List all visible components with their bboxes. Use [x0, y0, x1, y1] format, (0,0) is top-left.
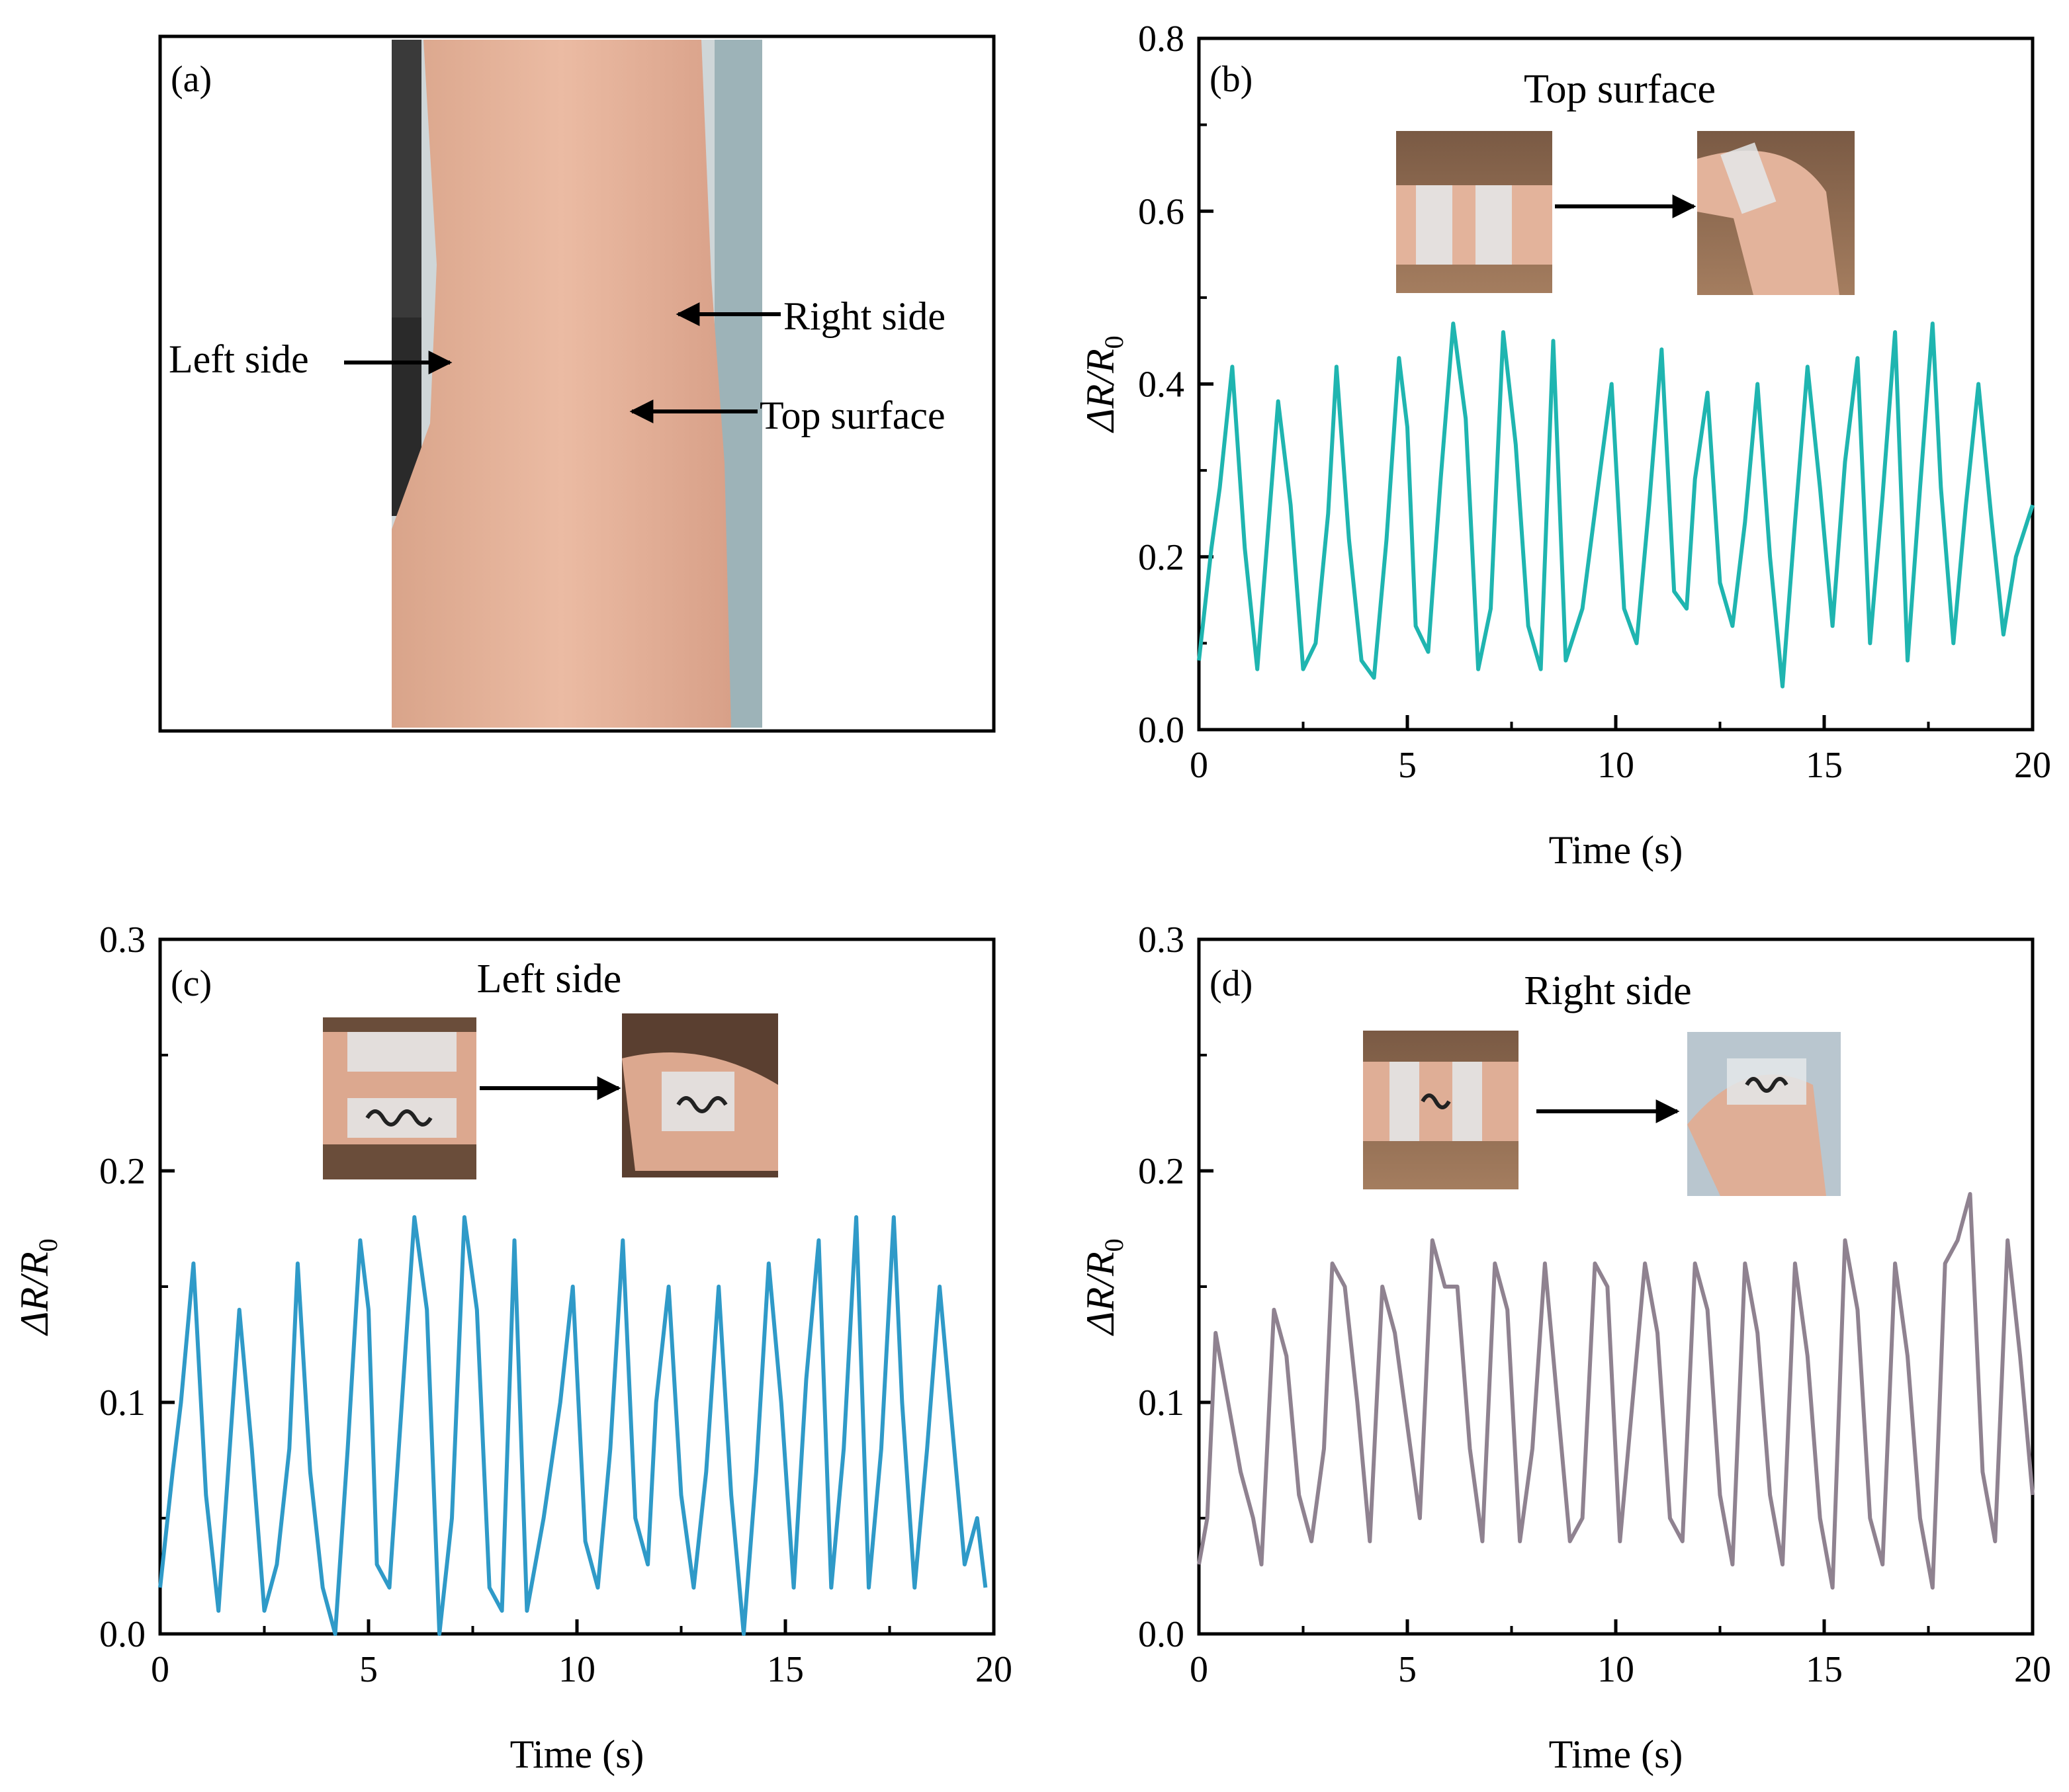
x-tick-label: 15 — [767, 1649, 804, 1690]
panel-c-inset-title: Left side — [477, 957, 622, 1002]
y-tick-label: 0.0 — [1138, 1614, 1184, 1655]
wrist-photo — [392, 40, 762, 728]
panel-b-ylabel-sub: 0 — [1099, 335, 1129, 349]
x-tick-label: 0 — [1190, 1649, 1208, 1690]
panel-c-inset-photo-after — [622, 1013, 778, 1177]
y-tick-label: 0.3 — [99, 919, 146, 960]
x-tick-label: 5 — [1398, 1649, 1417, 1690]
panel-b-inset-photo-after — [1697, 131, 1855, 295]
y-tick-label: 0.0 — [1138, 710, 1184, 751]
panel-c-ylabel: ΔR/R0 — [13, 1238, 63, 1336]
x-tick-label: 0 — [151, 1649, 169, 1690]
annotation-top-surface: Top surface — [760, 394, 946, 437]
series-line — [1197, 1192, 2035, 1590]
annotation-right-side: Right side — [783, 294, 946, 338]
y-tick-label: 0.6 — [1138, 191, 1184, 232]
panel-c-xlabel: Time (s) — [510, 1732, 644, 1776]
panel-d-ylabel-main: ΔR/R — [1079, 1252, 1122, 1336]
panel-d-inset-photo-before — [1363, 1031, 1519, 1189]
panel-b-inset-title: Top surface — [1524, 67, 1716, 112]
x-tick-label: 15 — [1806, 745, 1843, 786]
y-tick-label: 0.0 — [99, 1614, 146, 1655]
panel-c-ticks: 0 5 10 15 20 0.0 0.1 0.2 0.3 — [99, 919, 1012, 1690]
y-tick-label: 0.8 — [1138, 19, 1184, 60]
series-line — [158, 1215, 988, 1636]
panel-b: 0 5 10 15 200.00.20.40.60.8 (b) Top surface … — [1079, 19, 2051, 872]
y-tick-label: 0.2 — [1138, 1151, 1184, 1192]
panel-c: 0 5 10 15 20 0.0 0.1 0.2 0.3 (c) Left side Time … — [13, 919, 1012, 1776]
x-tick-label: 5 — [1398, 745, 1417, 786]
panel-b-ylabel-main: ΔR/R — [1079, 349, 1122, 433]
panel-d-frame — [1197, 937, 2035, 1636]
panel-d-inset-title: Right side — [1524, 968, 1691, 1013]
x-tick-label: 20 — [975, 1649, 1012, 1690]
panel-c-ylabel-sub: 0 — [33, 1238, 63, 1252]
panel-d-ylabel: ΔR/R0 — [1079, 1238, 1129, 1336]
y-tick-label: 0.1 — [1138, 1383, 1184, 1424]
panel-d: 0 5 10 15 20 0.0 0.1 0.2 0.3 (d) Right side Time… — [1079, 919, 2051, 1776]
x-tick-label: 5 — [359, 1649, 378, 1690]
panel-a: (a) Right side Left side Top surface — [158, 34, 996, 733]
x-tick-label: 0 — [1190, 745, 1208, 786]
y-tick-label: 0.3 — [1138, 919, 1184, 960]
panel-c-tag: (c) — [171, 963, 212, 1004]
panel-a-tag: (a) — [171, 59, 212, 100]
x-tick-label: 10 — [558, 1649, 595, 1690]
panel-d-inset-photo-after — [1687, 1032, 1841, 1196]
panel-b-ticks: 0 5 10 15 20 0.0 0.2 0.4 0.6 0.8 — [1138, 19, 2051, 786]
x-tick-label: 20 — [2014, 1649, 2051, 1690]
panel-d-ylabel-sub: 0 — [1099, 1238, 1129, 1252]
y-tick-label: 0.2 — [99, 1151, 146, 1192]
panel-b-series — [1197, 321, 2035, 689]
panel-b-ylabel: ΔR/R0 — [1079, 335, 1129, 433]
x-tick-label: 10 — [1597, 745, 1634, 786]
x-tick-label: 15 — [1806, 1649, 1843, 1690]
y-tick-label: 0.2 — [1138, 537, 1184, 578]
panel-b-inset-photo-before — [1396, 131, 1552, 293]
series-line — [1197, 321, 2035, 689]
panel-d-series — [1197, 1192, 2035, 1590]
panel-d-xlabel: Time (s) — [1549, 1732, 1683, 1776]
y-tick-label: 0.1 — [99, 1383, 146, 1424]
panel-c-ylabel-main: ΔR/R — [13, 1252, 56, 1336]
x-tick-label: 10 — [1597, 1649, 1634, 1690]
x-tick-label: 20 — [2014, 745, 2051, 786]
y-tick-label: 0.4 — [1138, 364, 1184, 405]
panel-d-ticks: 0 5 10 15 20 0.0 0.1 0.2 0.3 — [1138, 919, 2051, 1690]
panel-d-tag: (d) — [1210, 963, 1253, 1004]
panel-c-inset-photo-before — [323, 1017, 476, 1179]
panel-b-tag: (b) — [1210, 59, 1253, 100]
panel-b-xlabel: Time (s) — [1549, 828, 1683, 872]
annotation-left-side: Left side — [169, 337, 309, 381]
panel-c-series — [158, 1215, 988, 1636]
